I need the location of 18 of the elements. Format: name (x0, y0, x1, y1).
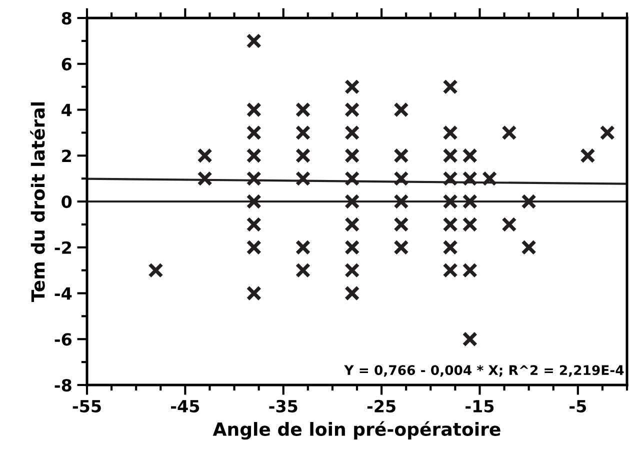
y-tick-label: 6 (62, 58, 72, 70)
x-tick-label: -35 (269, 400, 298, 412)
y-tick-label: -2 (54, 241, 71, 254)
y-axis-title: Tem du droit latéral (30, 102, 45, 302)
x-tick-label: -25 (367, 400, 396, 412)
x-tick-label: -45 (171, 400, 200, 412)
y-tick-label: -4 (54, 287, 72, 300)
y-tick-label: 0 (62, 195, 72, 208)
x-tick-label: -5 (570, 400, 586, 412)
x-tick-label: -55 (72, 400, 101, 412)
y-tick-label: 8 (62, 12, 72, 25)
y-tick-label: -6 (54, 333, 72, 346)
y-tick-label: 4 (62, 104, 72, 116)
x-tick-label: -15 (466, 400, 494, 412)
annotation: Y = 0,766 - 0,004 * X; R^2 = 2,219E-4 (344, 365, 624, 377)
y-tick-label: -8 (54, 378, 72, 392)
y-tick-label: 2 (62, 150, 71, 162)
x-axis-title: Angle de loin pré-opératoire (212, 421, 500, 440)
